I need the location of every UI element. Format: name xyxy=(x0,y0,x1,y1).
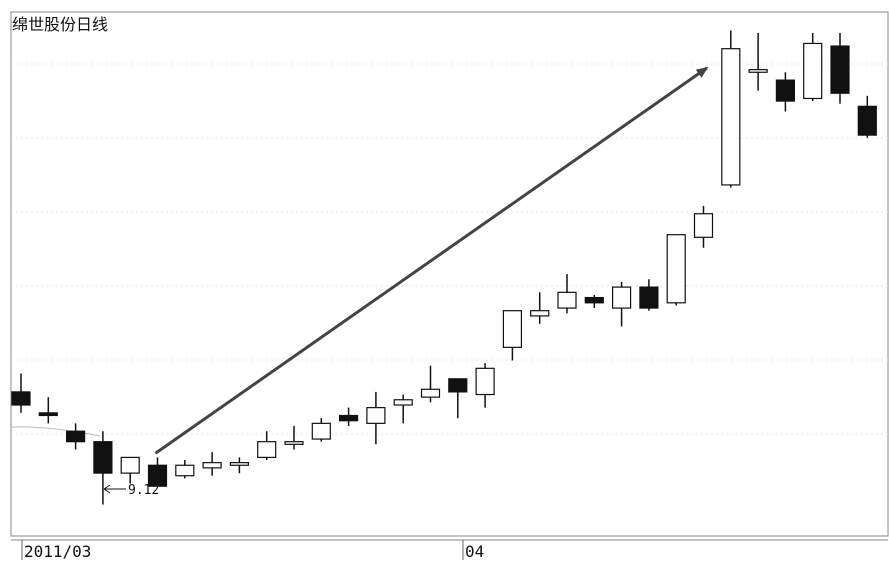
ma-line xyxy=(10,426,101,437)
candle-body-down xyxy=(339,414,359,422)
candle-body-down xyxy=(11,391,31,406)
candle-body-up xyxy=(284,441,304,445)
low-annotation-label: 9.12 xyxy=(128,483,159,498)
candle-body-up xyxy=(229,462,249,466)
candle-body-up xyxy=(693,213,714,238)
candle-body-up xyxy=(420,388,441,398)
candle-body-up xyxy=(502,310,522,348)
candle-body-up xyxy=(311,422,331,440)
trend-arrow xyxy=(154,66,709,455)
candle-body-up xyxy=(748,69,768,73)
x-axis: 2011/03 04 xyxy=(11,539,888,561)
candle-body-down xyxy=(857,105,877,136)
plot-frame xyxy=(10,11,889,537)
candle-body-up xyxy=(175,464,195,477)
x-axis-label-2011-03: 2011/03 xyxy=(24,542,91,561)
candle-body-down xyxy=(65,430,86,443)
candle-body-up xyxy=(611,286,632,309)
candle-body-down xyxy=(448,378,468,393)
x-axis-label-04: 04 xyxy=(465,542,484,561)
chart-title: 绵世股份日线 xyxy=(12,15,108,34)
candle-body-down xyxy=(147,464,168,487)
candle-body-down xyxy=(639,286,659,309)
candle-body-down xyxy=(93,441,113,474)
candle-body-up xyxy=(530,310,550,317)
candle-body-up xyxy=(257,441,277,458)
candle-body-down xyxy=(775,79,796,102)
candle-body-up xyxy=(557,291,577,309)
low-annotation-arrowhead xyxy=(103,484,111,494)
candle-body-up xyxy=(393,399,413,406)
low-annotation: 9.12 xyxy=(103,483,159,498)
candles-group xyxy=(11,30,877,505)
candle-body-down xyxy=(38,412,58,417)
candle-body-up xyxy=(475,367,495,396)
candle-body-down xyxy=(830,45,850,94)
candle-body-up xyxy=(120,456,140,474)
candle-body-up xyxy=(721,48,741,186)
candle-body-down xyxy=(584,296,604,304)
candle-body-up xyxy=(666,234,686,304)
candle-body-up xyxy=(366,407,386,424)
candle-body-up xyxy=(202,462,222,469)
candle-body-up xyxy=(803,42,823,100)
grid xyxy=(11,63,888,435)
